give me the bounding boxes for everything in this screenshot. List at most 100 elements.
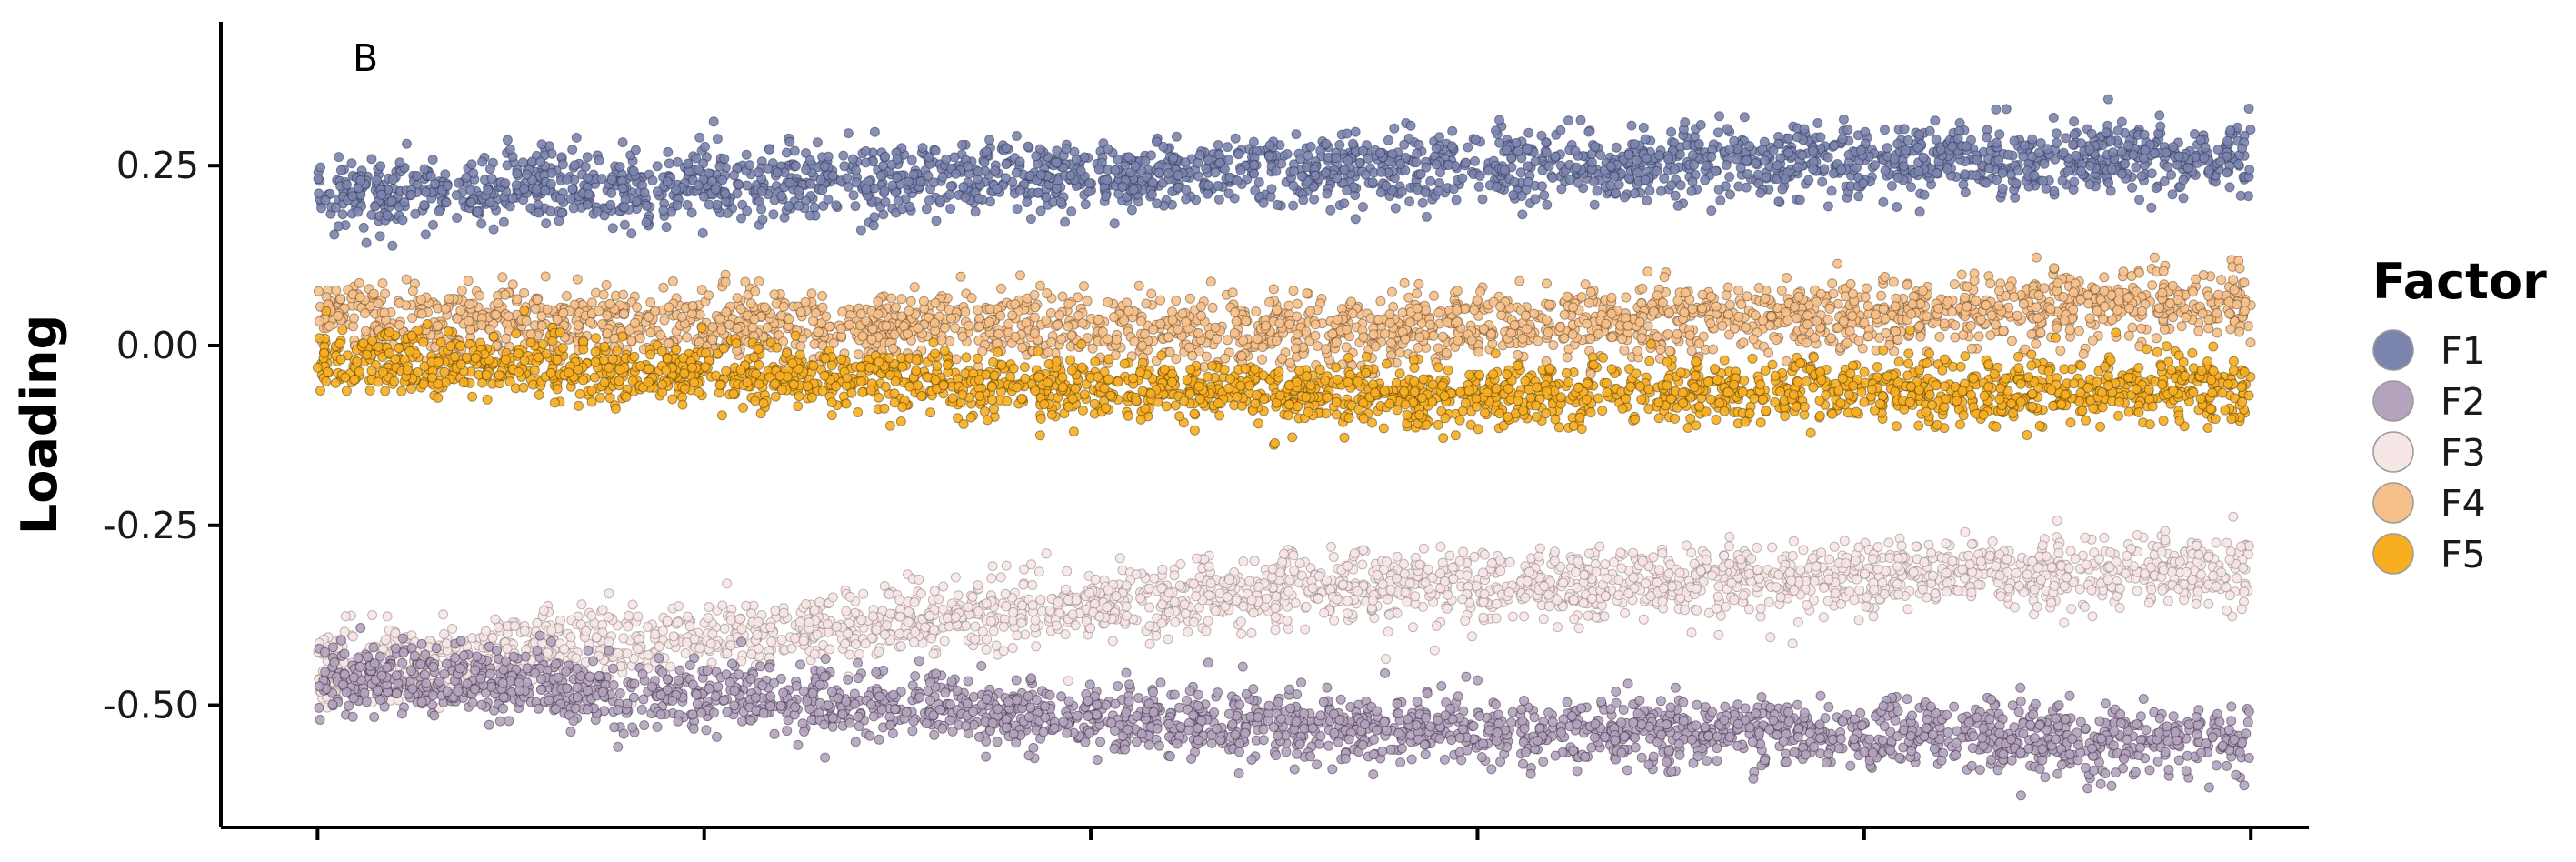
data-point-F2	[819, 671, 830, 682]
data-point-F2	[1906, 746, 1917, 757]
data-point-F3	[367, 610, 378, 620]
data-point-F3	[1823, 574, 1834, 585]
data-point-F3	[1249, 556, 1260, 566]
data-point-F3	[1818, 612, 1829, 623]
data-point-F2	[764, 662, 775, 673]
data-point-F3	[856, 615, 867, 626]
data-point-F2	[976, 660, 987, 671]
data-point-F3	[1343, 596, 1353, 606]
data-point-F2	[1474, 711, 1485, 721]
data-point-F3	[1775, 592, 1786, 603]
data-point-F2	[2051, 713, 2062, 724]
data-point-F4	[377, 278, 388, 289]
data-point-F2	[1234, 738, 1245, 748]
data-point-F3	[1792, 616, 1803, 627]
data-point-F3	[798, 636, 809, 646]
data-point-F3	[624, 610, 634, 621]
data-point-F2	[1368, 749, 1379, 760]
data-point-F2	[1929, 743, 1940, 754]
data-point-F3	[1377, 579, 1388, 590]
data-point-F3	[970, 621, 981, 632]
data-point-F2	[397, 633, 408, 644]
data-point-F2	[467, 697, 478, 708]
data-point-F2	[2030, 733, 2040, 744]
data-point-F2	[710, 691, 721, 702]
data-point-F3	[487, 632, 498, 643]
data-point-F2	[639, 720, 650, 731]
data-point-F3	[1520, 592, 1531, 603]
data-point-F2	[1434, 733, 1445, 744]
data-point-F2	[638, 694, 649, 705]
data-point-F2	[545, 636, 556, 647]
data-point-F3	[1392, 551, 1403, 562]
data-point-F2	[1169, 689, 1180, 700]
data-point-F2	[1986, 694, 1997, 705]
data-point-F2	[2025, 719, 2036, 730]
data-point-F2	[874, 691, 885, 702]
data-point-F2	[2087, 743, 2098, 754]
data-point-F3	[1270, 612, 1281, 623]
data-point-F2	[1562, 697, 1573, 707]
data-point-F3	[1824, 554, 1835, 565]
data-point-F2	[1092, 755, 1103, 765]
data-point-F2	[1519, 696, 1530, 706]
data-point-F2	[1193, 689, 1203, 700]
data-point-F2	[1240, 727, 1251, 738]
data-point-F3	[1179, 599, 1190, 610]
data-point-F3	[509, 621, 520, 631]
data-point-F2	[327, 699, 338, 710]
data-point-F3	[1404, 578, 1415, 589]
data-point-F3	[981, 644, 992, 655]
data-point-F2	[1457, 724, 1468, 735]
data-point-F2	[1268, 722, 1279, 733]
data-point-F3	[1787, 638, 1798, 649]
data-point-F2	[475, 673, 486, 684]
data-point-F3	[1862, 592, 1872, 603]
data-point-F2	[1859, 747, 1870, 757]
data-point-F2	[2015, 682, 2026, 693]
data-point-F3	[1553, 622, 1563, 633]
data-point-F2	[814, 697, 825, 708]
data-point-F2	[1894, 752, 1904, 763]
data-point-F2	[1377, 746, 1388, 757]
data-point-F2	[1343, 734, 1354, 745]
data-point-F3	[2211, 537, 2222, 548]
data-point-F2	[1986, 755, 1997, 765]
data-point-F3	[662, 616, 673, 626]
data-point-F2	[1333, 737, 1343, 747]
data-point-F2	[1026, 673, 1037, 684]
data-point-F2	[2231, 769, 2242, 780]
data-point-F2	[315, 715, 325, 725]
data-point-F2	[1600, 732, 1611, 742]
data-point-F3	[380, 635, 391, 646]
data-point-F2	[1234, 699, 1245, 710]
data-point-F3	[1941, 538, 1952, 549]
data-point-F2	[1258, 724, 1269, 735]
data-point-F3	[1203, 616, 1213, 626]
data-point-F3	[1479, 589, 1490, 599]
data-point-F2	[769, 728, 780, 739]
data-point-F2	[1476, 752, 1487, 763]
data-point-F2	[2067, 734, 2078, 744]
data-point-F3	[2046, 562, 2057, 573]
data-point-F3	[1752, 542, 1762, 553]
data-point-F3	[1648, 552, 1659, 563]
data-point-F3	[809, 605, 820, 616]
data-point-F2	[962, 698, 973, 709]
data-point-F2	[1780, 748, 1791, 759]
data-point-F2	[1486, 764, 1497, 775]
data-point-F2	[1289, 764, 1300, 775]
data-point-F3	[804, 617, 814, 628]
data-point-F3	[746, 608, 756, 619]
data-point-F3	[1753, 573, 1764, 584]
data-point-F2	[1783, 717, 1794, 727]
data-point-F3	[1788, 536, 1799, 546]
data-point-F2	[1663, 746, 1674, 757]
data-point-F2	[1148, 707, 1159, 717]
data-point-F3	[1271, 591, 1282, 602]
data-point-F3	[2070, 554, 2081, 564]
data-point-F3	[1657, 547, 1668, 558]
data-point-F2	[1921, 723, 1932, 734]
data-point-F2	[1702, 756, 1712, 766]
data-point-F2	[1994, 727, 2005, 738]
